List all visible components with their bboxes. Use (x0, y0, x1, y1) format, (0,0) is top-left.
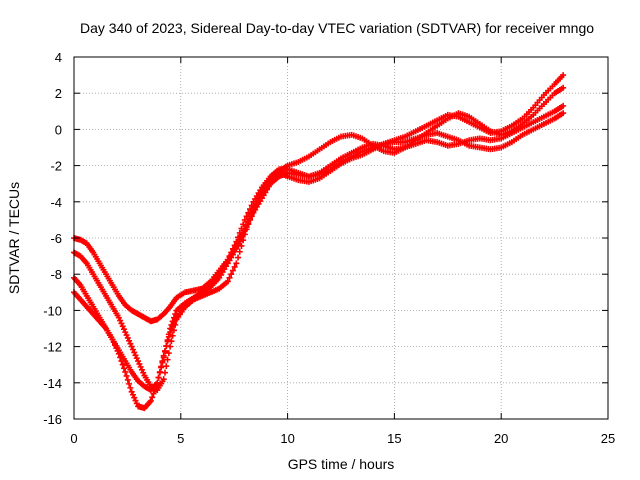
data-point (169, 332, 176, 339)
y-tick-label: -8 (50, 267, 62, 282)
data-point (229, 245, 236, 252)
data-point (117, 354, 124, 361)
data-point (241, 231, 248, 238)
series-4 (71, 110, 567, 412)
data-point (252, 202, 259, 209)
data-point (165, 350, 172, 357)
data-point (236, 229, 243, 236)
data-point (155, 374, 162, 381)
data-point (119, 361, 126, 368)
axis-ticks: 0 5 10 15 20 25 -16 -14 -12 -10 -8 -6 -4 -2 0 2 4 (43, 50, 615, 446)
data-point (245, 221, 252, 228)
data-point (126, 380, 133, 387)
data-point (247, 216, 254, 223)
x-tick-label: 10 (280, 431, 294, 446)
y-tick-label: -10 (43, 303, 62, 318)
x-tick-label: 5 (177, 431, 184, 446)
data-point (233, 238, 240, 245)
data-point (163, 363, 170, 370)
data-point (560, 84, 567, 91)
data-point (165, 333, 172, 340)
data-point (560, 72, 567, 79)
y-tick-label: -6 (50, 231, 62, 246)
data-point (235, 234, 242, 241)
data-point (158, 363, 165, 370)
data-point (224, 278, 231, 285)
data-point (240, 237, 247, 244)
chart-title: Day 340 of 2023, Sidereal Day-to-day VTE… (80, 20, 594, 36)
data-point (163, 343, 170, 350)
y-axis-label: SDTVAR / TECUs (6, 182, 22, 294)
data-point (124, 376, 131, 383)
data-point (122, 368, 129, 375)
data-point (160, 376, 167, 383)
y-tick-label: -14 (43, 376, 62, 391)
data-point (127, 384, 134, 391)
data-point (243, 213, 250, 220)
data-point (238, 242, 245, 249)
data-point (120, 365, 127, 372)
data-point (153, 383, 160, 390)
y-tick-label: 2 (55, 86, 62, 101)
data-point (228, 249, 235, 256)
data-point (235, 254, 242, 261)
x-axis-label: GPS time / hours (288, 456, 395, 472)
data-point (228, 271, 235, 278)
data-point (164, 338, 171, 345)
data-series (71, 72, 567, 412)
y-tick-label: -4 (50, 195, 62, 210)
data-point (241, 216, 248, 223)
data-point (164, 356, 171, 363)
data-point (560, 110, 567, 117)
data-point (123, 372, 130, 379)
data-point (161, 347, 168, 354)
data-point (560, 102, 567, 109)
x-tick-label: 20 (494, 431, 508, 446)
data-point (149, 394, 156, 401)
data-point (248, 211, 255, 218)
data-point (240, 221, 247, 228)
y-tick-label: 0 (55, 122, 62, 137)
y-tick-label: -12 (43, 340, 62, 355)
data-point (250, 206, 257, 213)
data-point (245, 209, 252, 216)
y-tick-label: -2 (50, 159, 62, 174)
data-point (161, 369, 168, 376)
y-tick-label: -16 (43, 412, 62, 427)
data-point (226, 253, 233, 260)
data-point (159, 358, 166, 365)
data-point (150, 390, 157, 397)
x-tick-label: 25 (601, 431, 615, 446)
data-point (257, 191, 264, 198)
data-point (156, 368, 163, 375)
data-point (229, 267, 236, 274)
data-point (151, 387, 158, 394)
data-point (226, 274, 233, 281)
series-1 (71, 72, 567, 325)
data-point (231, 263, 238, 270)
x-tick-label: 0 (70, 431, 77, 446)
data-point (233, 260, 240, 267)
data-point (236, 248, 243, 255)
grid (74, 57, 608, 419)
data-point (160, 352, 167, 359)
y-tick-label: 4 (55, 50, 62, 65)
data-point (255, 195, 262, 202)
data-point (154, 379, 161, 386)
data-point (118, 358, 125, 365)
data-point (147, 397, 154, 404)
data-point (115, 350, 122, 357)
data-point (238, 225, 245, 232)
data-point (243, 226, 250, 233)
data-point (253, 198, 260, 205)
data-point (224, 256, 231, 263)
x-tick-label: 15 (387, 431, 401, 446)
data-point (231, 242, 238, 249)
